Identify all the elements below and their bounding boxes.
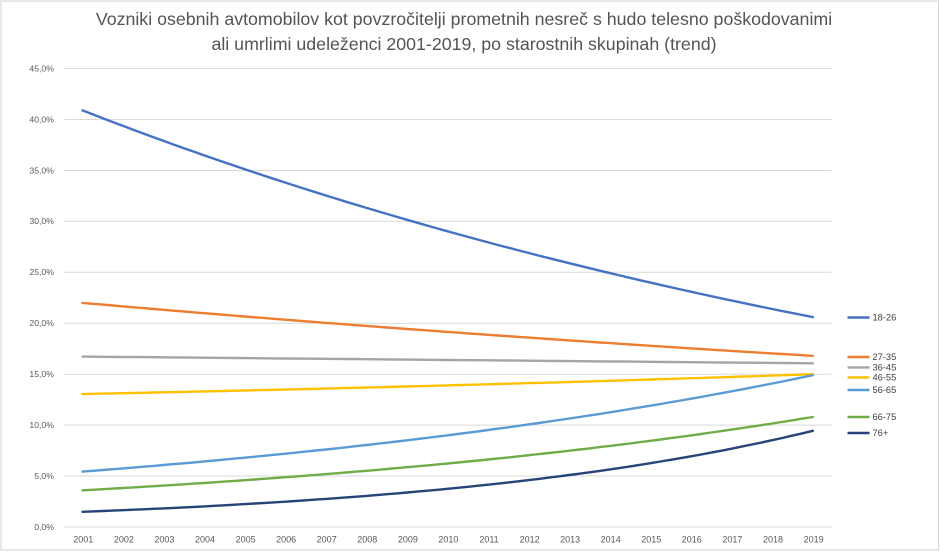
svg-text:2007: 2007 <box>317 535 337 545</box>
svg-text:18-26: 18-26 <box>873 313 897 323</box>
svg-text:27-35: 27-35 <box>873 352 897 362</box>
svg-text:35,0%: 35,0% <box>29 165 54 175</box>
svg-text:2009: 2009 <box>398 535 418 545</box>
svg-text:2015: 2015 <box>641 535 661 545</box>
svg-text:0,0%: 0,0% <box>34 522 54 532</box>
svg-text:36-45: 36-45 <box>873 363 897 373</box>
svg-text:2010: 2010 <box>438 535 458 545</box>
svg-text:2005: 2005 <box>236 535 256 545</box>
svg-text:40,0%: 40,0% <box>29 114 54 124</box>
svg-text:2008: 2008 <box>357 535 377 545</box>
svg-text:46-55: 46-55 <box>873 373 897 383</box>
svg-text:45,0%: 45,0% <box>29 63 54 73</box>
svg-text:2012: 2012 <box>520 535 540 545</box>
svg-text:2018: 2018 <box>763 535 783 545</box>
svg-text:2013: 2013 <box>560 535 580 545</box>
svg-text:2002: 2002 <box>114 535 134 545</box>
svg-text:25,0%: 25,0% <box>29 267 54 277</box>
svg-text:2014: 2014 <box>601 535 621 545</box>
svg-text:76+: 76+ <box>873 428 889 438</box>
svg-text:2003: 2003 <box>154 535 174 545</box>
svg-text:2016: 2016 <box>682 535 702 545</box>
svg-text:66-75: 66-75 <box>873 412 897 422</box>
svg-text:2011: 2011 <box>479 535 498 545</box>
svg-text:2006: 2006 <box>276 535 296 545</box>
svg-text:15,0%: 15,0% <box>29 369 54 379</box>
svg-text:30,0%: 30,0% <box>29 216 54 226</box>
svg-text:20,0%: 20,0% <box>29 318 54 328</box>
svg-text:2004: 2004 <box>195 535 215 545</box>
svg-text:2019: 2019 <box>804 535 824 545</box>
svg-text:5,0%: 5,0% <box>34 471 54 481</box>
svg-text:2001: 2001 <box>73 535 93 545</box>
svg-text:56-65: 56-65 <box>873 385 897 395</box>
svg-text:2017: 2017 <box>722 535 742 545</box>
svg-text:10,0%: 10,0% <box>29 420 54 430</box>
